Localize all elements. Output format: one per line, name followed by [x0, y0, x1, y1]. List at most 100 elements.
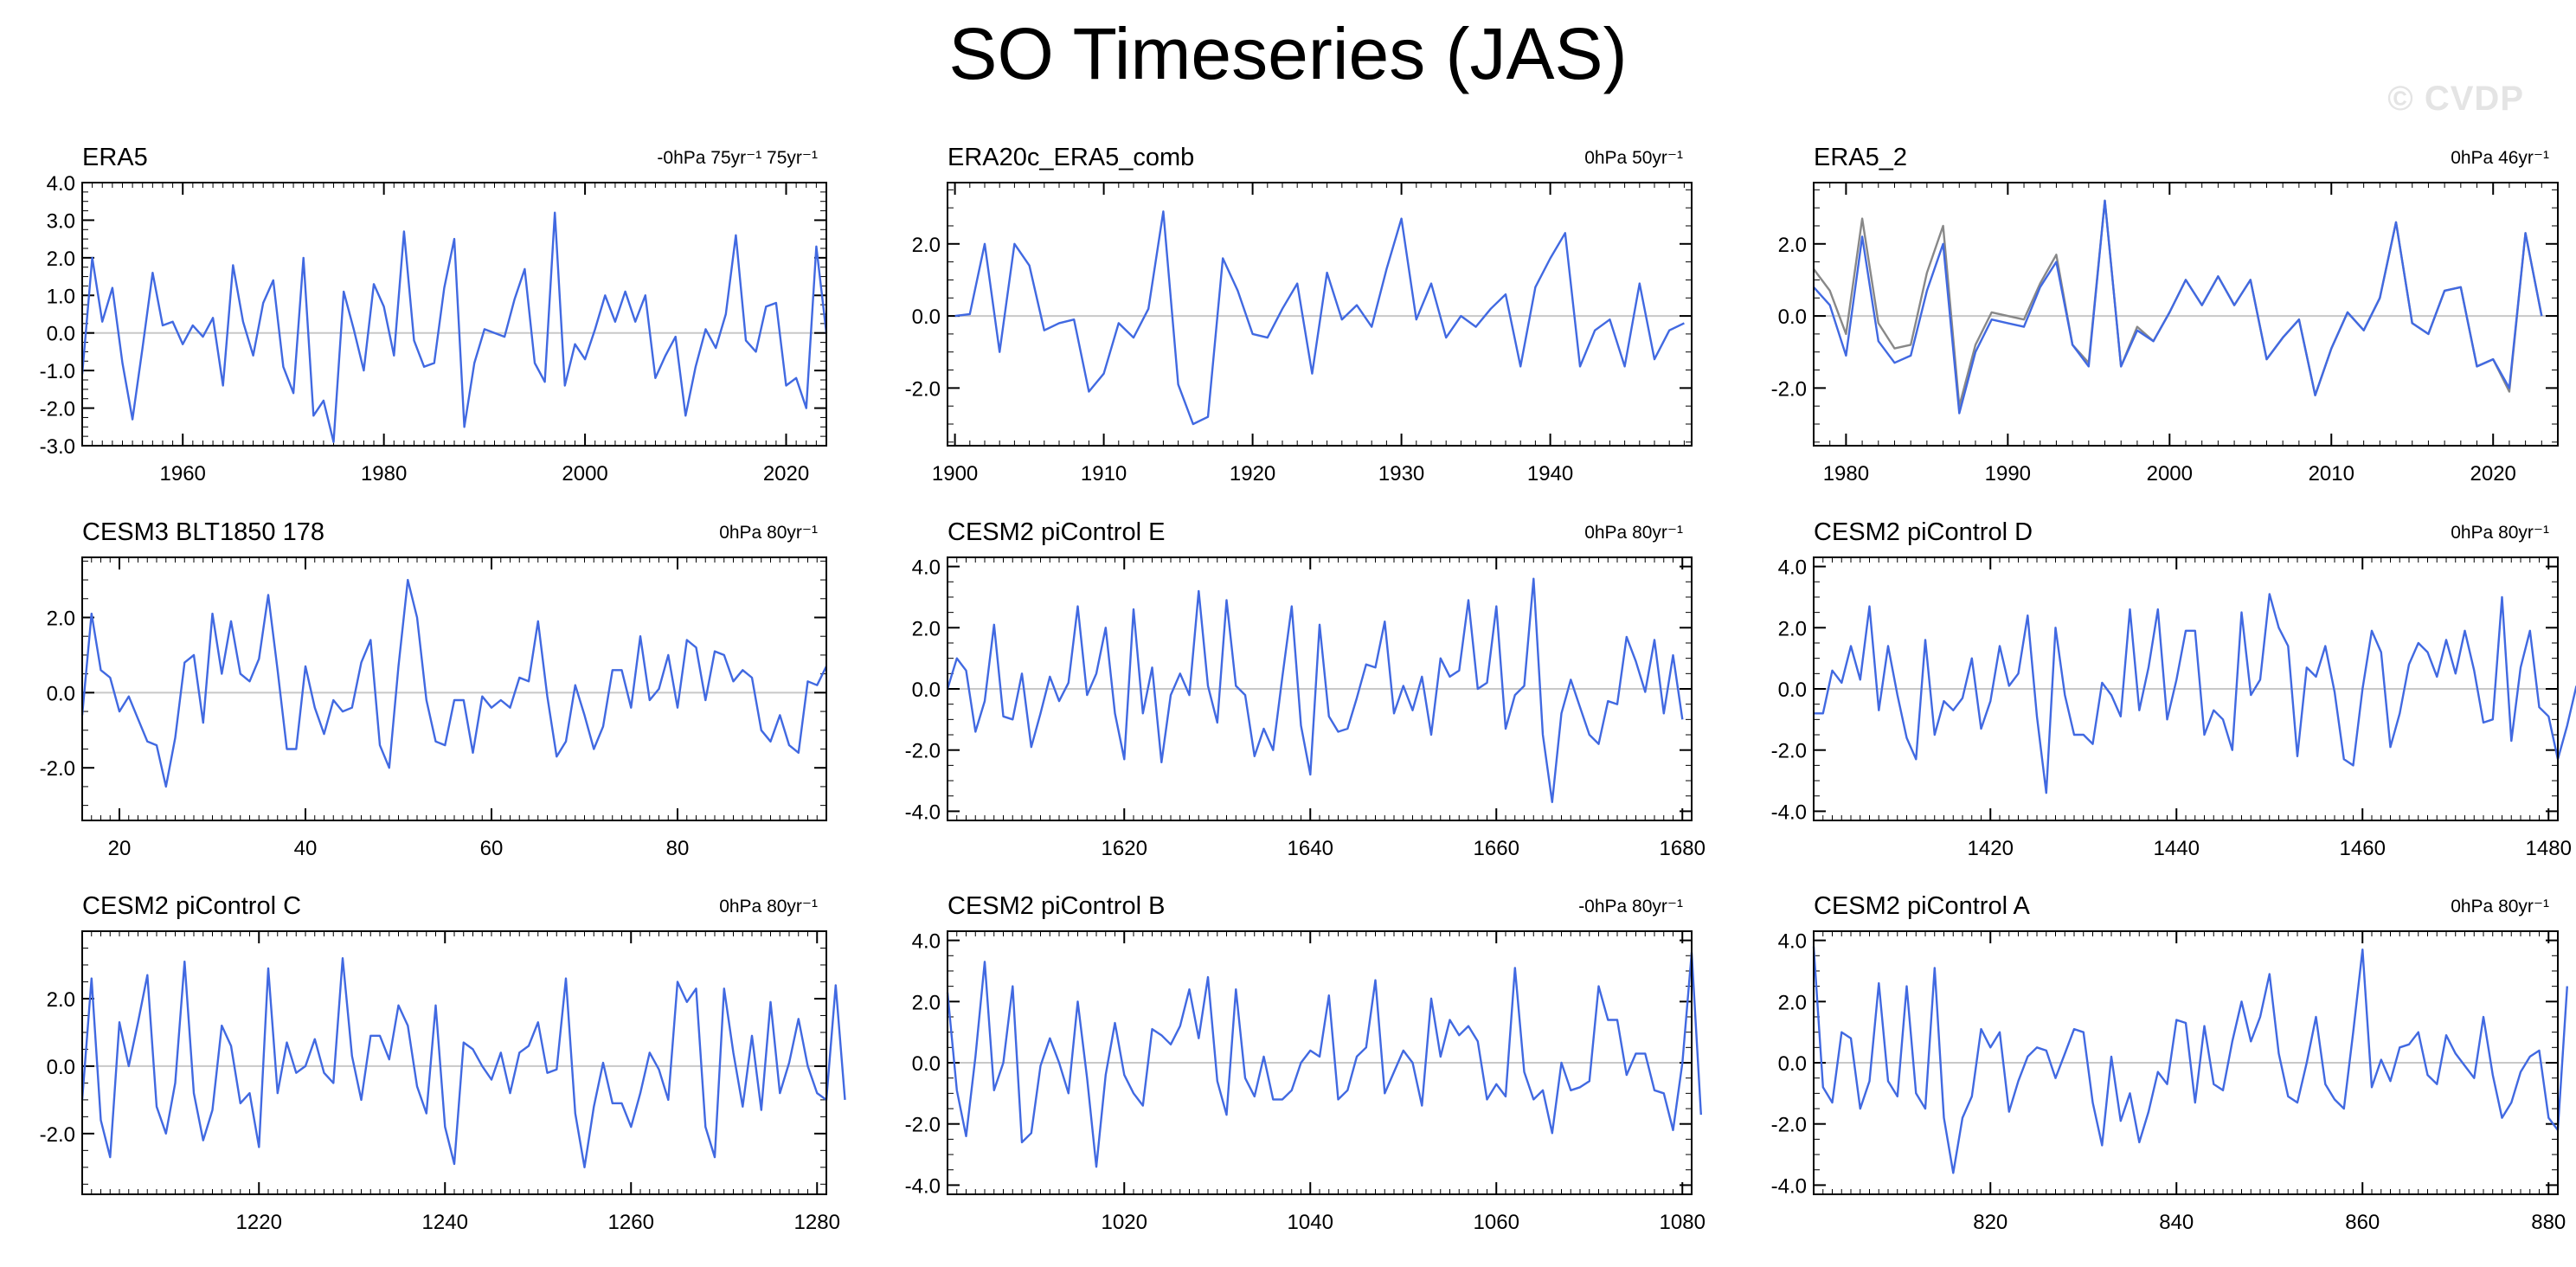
panel-subtitle: 0hPa 80yr⁻¹	[719, 523, 818, 543]
panel-4: CESM3 BLT1850 178 0hPa 80yr⁻¹ 20 40 60 80 -2.0…	[40, 518, 828, 860]
y-tick-label: -4.0	[905, 801, 941, 824]
y-tick-label: -1.0	[40, 360, 75, 383]
y-tick-label: 2.0	[1778, 234, 1807, 257]
y-tick-label: 2.0	[912, 617, 941, 640]
panel-1: ERA5 -0hPa 75yr⁻¹ 75yr⁻¹ 1960 1980 2000 2020 -…	[40, 144, 828, 486]
panel-title: CESM2 piControl A	[1814, 892, 2030, 920]
y-tick-label: 0.0	[1778, 1052, 1807, 1076]
x-tick-label: 820	[1973, 1211, 2007, 1234]
x-tick-label: 2020	[2470, 462, 2516, 486]
plot-frame	[1813, 556, 2559, 821]
y-tick-label: 4.0	[1778, 930, 1807, 954]
x-tick-label: 1990	[1985, 462, 2031, 486]
plot-frame	[81, 182, 827, 447]
panel-title: ERA5_2	[1814, 144, 1907, 171]
x-tick-label: 1980	[361, 462, 407, 486]
x-tick-label: 1900	[932, 462, 978, 486]
plot-frame	[1813, 182, 2559, 447]
x-tick-label: 1980	[1823, 462, 1869, 486]
y-tick-label: -2.0	[1771, 1114, 1807, 1137]
x-tick-label: 1940	[1527, 462, 1573, 486]
y-tick-label: 2.0	[912, 991, 941, 1014]
series-line	[80, 211, 828, 443]
y-tick-label: 0.0	[47, 323, 75, 346]
x-tick-label: 1660	[1474, 837, 1519, 860]
y-tick-label: -2.0	[1771, 377, 1807, 401]
plot-frame	[947, 556, 1693, 821]
x-tick-label: 2010	[2309, 462, 2354, 486]
panel-title: CESM2 piControl D	[1814, 518, 2033, 546]
y-tick-label: 2.0	[1778, 991, 1807, 1014]
series-line	[1813, 199, 2543, 415]
y-tick-label: -4.0	[905, 1174, 941, 1198]
x-tick-label: 40	[294, 837, 318, 860]
y-tick-label: -2.0	[905, 1114, 941, 1137]
panel-subtitle: 0hPa 50yr⁻¹	[1584, 148, 1683, 168]
y-tick-label: 2.0	[1778, 617, 1807, 640]
y-tick-label: -2.0	[40, 398, 75, 421]
panel-title: CESM2 piControl E	[948, 518, 1165, 546]
x-tick-label: 1060	[1474, 1211, 1519, 1234]
y-tick-label: -2.0	[40, 1123, 75, 1147]
y-tick-label: 0.0	[912, 1052, 941, 1076]
page-title: SO Timeseries (JAS)	[948, 13, 1628, 94]
x-tick-label: 2000	[562, 462, 607, 486]
plot-frame	[947, 930, 1693, 1195]
x-tick-label: 80	[666, 837, 690, 860]
y-tick-label: -4.0	[1771, 1174, 1807, 1198]
y-tick-label: 2.0	[47, 988, 75, 1012]
x-tick-label: 1910	[1081, 462, 1127, 486]
x-tick-label: 1460	[2340, 837, 2386, 860]
x-tick-label: 1420	[1968, 837, 2014, 860]
panel-8: CESM2 piControl B -0hPa 80yr⁻¹ 1020 1040 106…	[905, 892, 1706, 1234]
series-line	[1812, 946, 2568, 1174]
panel-title: CESM2 piControl C	[82, 892, 301, 920]
panel-title: ERA20c_ERA5_comb	[948, 144, 1194, 171]
y-tick-label: -2.0	[1771, 740, 1807, 763]
x-tick-label: 1040	[1288, 1211, 1333, 1234]
panel-title: CESM2 piControl B	[948, 892, 1165, 920]
x-tick-label: 60	[480, 837, 504, 860]
x-tick-label: 1620	[1102, 837, 1147, 860]
y-tick-label: 4.0	[912, 930, 941, 954]
y-tick-label: -2.0	[905, 377, 941, 401]
y-tick-label: 4.0	[47, 172, 75, 196]
y-tick-label: 2.0	[47, 248, 75, 271]
x-tick-label: 1960	[160, 462, 206, 486]
series-line	[946, 577, 1684, 803]
y-tick-label: -3.0	[40, 435, 75, 459]
x-tick-label: 1920	[1230, 462, 1275, 486]
y-tick-label: 0.0	[1778, 679, 1807, 702]
x-tick-label: 1020	[1102, 1211, 1147, 1234]
plot-frame	[81, 556, 827, 821]
watermark: © CVDP	[2387, 80, 2524, 118]
x-tick-label: 20	[108, 837, 132, 860]
panel-3: ERA5_2 0hPa 46yr⁻¹ 1980 1990 2000 2010 2020 -2.…	[1771, 144, 2559, 486]
series-line	[80, 956, 846, 1169]
panel-9: CESM2 piControl A 0hPa 80yr⁻¹ 820 840 860 880…	[1771, 892, 2568, 1234]
y-tick-label: 2.0	[912, 234, 941, 257]
x-tick-label: 1240	[422, 1211, 468, 1234]
plot-frame	[81, 930, 827, 1195]
y-tick-label: -2.0	[905, 740, 941, 763]
x-tick-label: 2000	[2147, 462, 2193, 486]
panel-subtitle: 0hPa 80yr⁻¹	[719, 897, 818, 916]
series-line	[80, 578, 828, 788]
panel-subtitle: 0hPa 80yr⁻¹	[2451, 897, 2549, 916]
panel-subtitle: 0hPa 46yr⁻¹	[2451, 148, 2549, 168]
y-tick-label: 3.0	[47, 209, 75, 233]
panel-5: CESM2 piControl E 0hPa 80yr⁻¹ 1620 1640 1660…	[905, 518, 1706, 860]
y-tick-label: 1.0	[47, 285, 75, 308]
y-tick-label: 0.0	[47, 682, 75, 705]
y-tick-label: 0.0	[912, 305, 941, 329]
x-tick-label: 1440	[2154, 837, 2200, 860]
panel-title: CESM3 BLT1850 178	[82, 518, 324, 546]
plot-frame	[1813, 930, 2559, 1195]
x-tick-label: 1220	[236, 1211, 282, 1234]
y-tick-label: 0.0	[912, 679, 941, 702]
x-tick-label: 1480	[2526, 837, 2572, 860]
series-line	[954, 210, 1685, 426]
series-line	[946, 951, 1702, 1168]
y-tick-label: 0.0	[47, 1056, 75, 1079]
